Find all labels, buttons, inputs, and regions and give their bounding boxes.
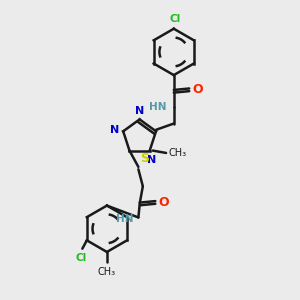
Text: N: N [110,125,120,135]
Text: O: O [158,196,169,209]
Text: O: O [192,83,203,96]
Text: CH₃: CH₃ [169,148,187,158]
Text: Cl: Cl [169,14,181,24]
Text: Cl: Cl [76,253,87,263]
Text: HN: HN [149,102,166,112]
Text: S: S [140,152,149,165]
Text: HN: HN [116,214,134,224]
Text: CH₃: CH₃ [98,267,116,277]
Text: N: N [135,106,144,116]
Text: N: N [147,155,156,165]
